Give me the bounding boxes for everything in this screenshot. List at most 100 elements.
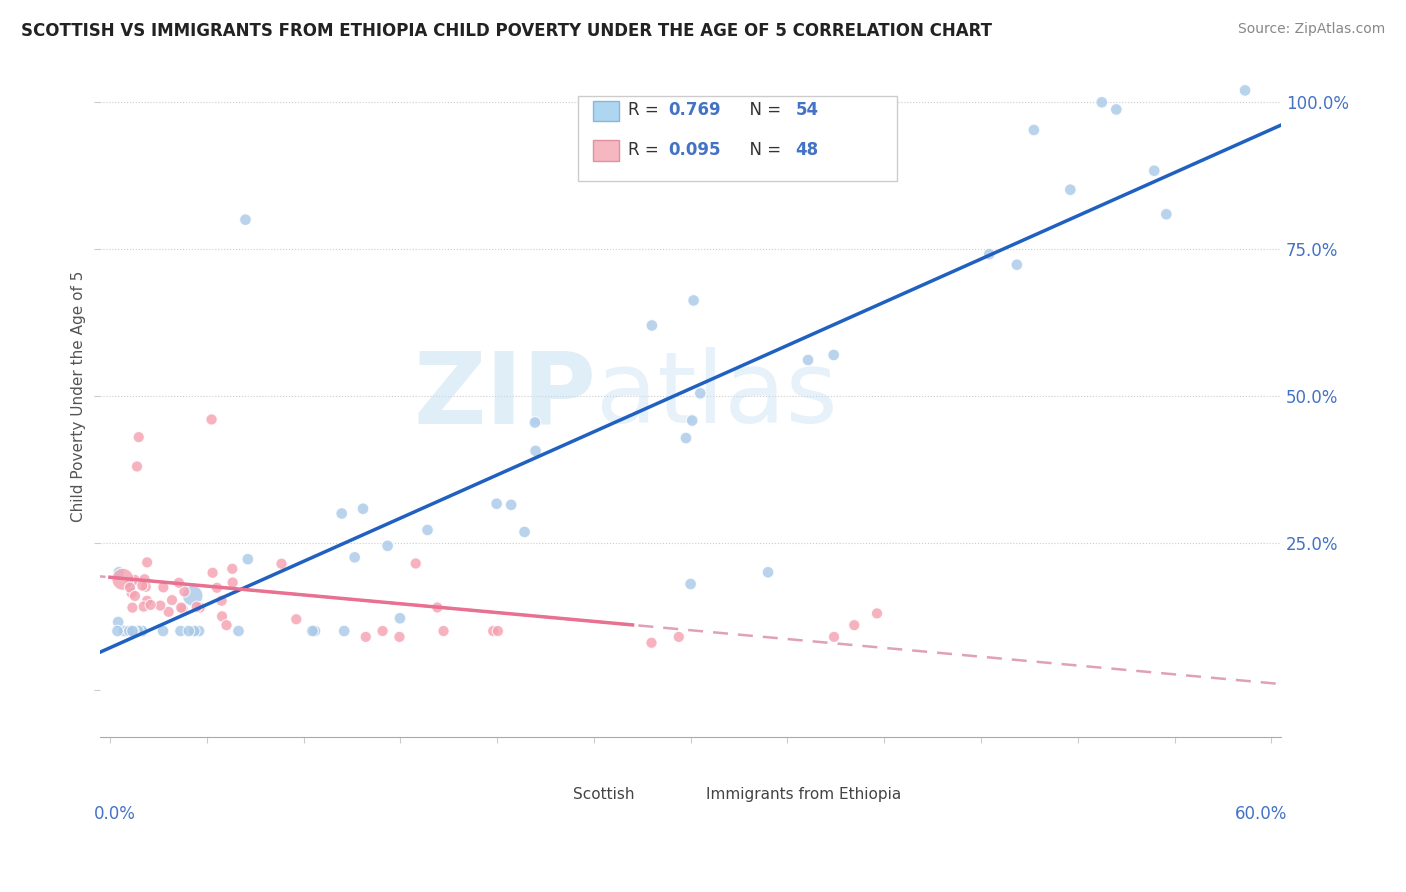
Point	[131, 579, 153, 593]
Point	[681, 413, 703, 427]
Point	[167, 575, 190, 590]
Point	[756, 566, 779, 580]
Point	[188, 624, 211, 638]
Point	[122, 624, 145, 638]
Point	[485, 497, 508, 511]
Point	[125, 459, 148, 474]
Point	[169, 624, 191, 638]
Point	[679, 577, 702, 591]
FancyBboxPatch shape	[592, 140, 619, 161]
Point	[136, 555, 159, 569]
Point	[523, 416, 546, 430]
Point	[333, 624, 356, 638]
FancyBboxPatch shape	[592, 101, 619, 121]
Point	[125, 624, 148, 638]
Point	[121, 586, 143, 600]
Point	[236, 552, 259, 566]
Point	[134, 572, 156, 586]
Point	[270, 557, 292, 571]
Point	[689, 386, 711, 401]
Text: 48: 48	[796, 141, 818, 159]
Text: N =: N =	[740, 102, 786, 120]
Point	[127, 624, 149, 638]
Point	[107, 624, 129, 638]
Point	[285, 612, 308, 626]
Point	[388, 630, 411, 644]
Text: Immigrants from Ethiopia: Immigrants from Ethiopia	[706, 787, 901, 802]
Text: R =: R =	[628, 141, 664, 159]
Point	[136, 594, 159, 608]
Point	[354, 630, 377, 644]
Point	[482, 624, 505, 638]
Text: R =: R =	[628, 102, 664, 120]
Point	[352, 501, 374, 516]
Text: SCOTTISH VS IMMIGRANTS FROM ETHIOPIA CHILD POVERTY UNDER THE AGE OF 5 CORRELATIO: SCOTTISH VS IMMIGRANTS FROM ETHIOPIA CHI…	[21, 22, 993, 40]
Point	[1143, 163, 1166, 178]
Point	[1091, 95, 1114, 110]
Point	[668, 630, 690, 644]
Point	[173, 584, 195, 599]
Point	[1234, 83, 1257, 97]
Point	[235, 212, 257, 227]
Point	[152, 580, 174, 594]
Point	[823, 630, 845, 644]
Point	[124, 589, 146, 603]
Text: 0.095: 0.095	[668, 141, 721, 159]
Point	[124, 573, 146, 587]
Point	[1059, 183, 1081, 197]
Text: ZIP: ZIP	[413, 348, 596, 444]
Point	[1156, 207, 1178, 221]
Point	[131, 624, 153, 638]
Point	[221, 575, 243, 590]
Point	[211, 609, 233, 624]
Point	[343, 550, 366, 565]
Point	[641, 318, 664, 333]
Point	[172, 602, 194, 616]
Point	[120, 577, 142, 591]
Point	[139, 598, 162, 612]
Point	[486, 624, 509, 638]
Point	[108, 566, 131, 580]
Point	[111, 572, 134, 586]
Point	[330, 507, 353, 521]
Point	[112, 624, 135, 638]
Point	[301, 624, 323, 638]
Point	[377, 539, 399, 553]
Point	[640, 636, 662, 650]
Point	[128, 624, 150, 638]
Point	[432, 624, 454, 638]
Point	[177, 624, 200, 638]
Point	[200, 412, 222, 426]
Point	[524, 443, 547, 458]
FancyBboxPatch shape	[578, 96, 897, 181]
Point	[181, 589, 204, 603]
Point	[1105, 103, 1128, 117]
Point	[170, 600, 193, 615]
Point	[501, 498, 523, 512]
Point	[405, 557, 427, 571]
Y-axis label: Child Poverty Under the Age of 5: Child Poverty Under the Age of 5	[72, 270, 86, 522]
Point	[797, 353, 820, 368]
Point	[215, 618, 238, 632]
Point	[211, 593, 233, 607]
Point	[513, 524, 536, 539]
Point	[135, 580, 157, 594]
Point	[844, 618, 866, 632]
Point	[682, 293, 704, 308]
Point	[416, 523, 439, 537]
Point	[823, 348, 845, 362]
Text: N =: N =	[740, 141, 786, 159]
Point	[1022, 123, 1045, 137]
Point	[121, 624, 143, 638]
Point	[228, 624, 250, 638]
Point	[118, 624, 141, 638]
Point	[132, 599, 155, 614]
FancyBboxPatch shape	[537, 787, 562, 802]
Point	[866, 607, 889, 621]
Point	[152, 624, 174, 638]
Point	[160, 593, 183, 607]
Point	[131, 624, 153, 638]
Point	[304, 624, 326, 638]
Point	[221, 562, 243, 576]
Text: Source: ZipAtlas.com: Source: ZipAtlas.com	[1237, 22, 1385, 37]
